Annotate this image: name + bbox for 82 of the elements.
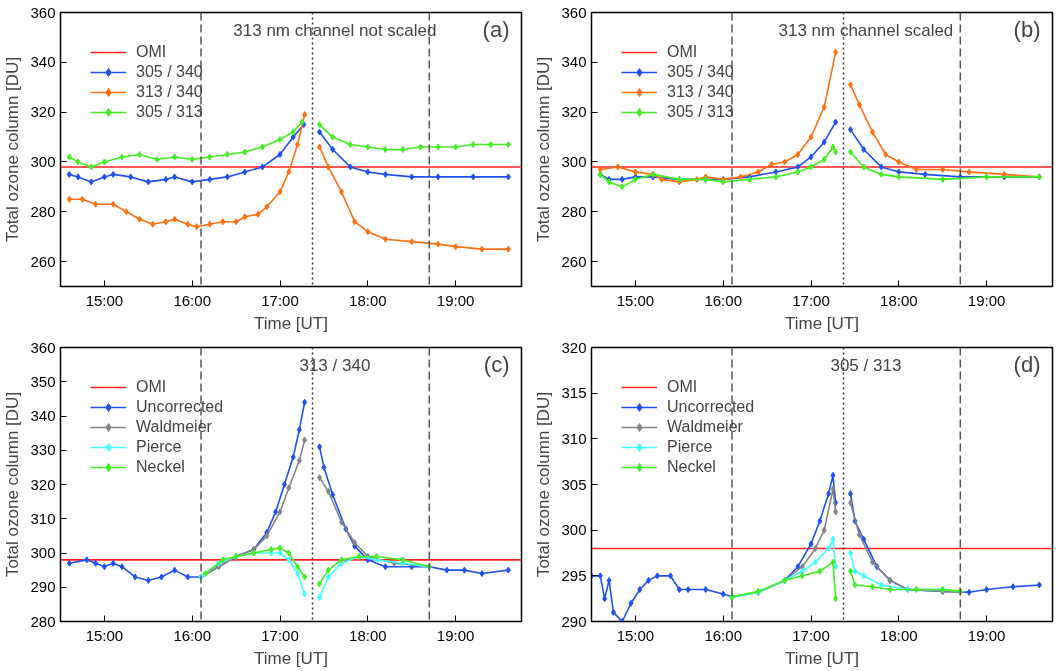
x-tick-label: 18:00 [880, 626, 918, 644]
y-tick-label: 315 [561, 384, 587, 402]
legend-label: 305 / 340 [667, 63, 734, 81]
y-tick-label: 300 [30, 544, 56, 561]
legend-label: OMI [136, 43, 167, 61]
y-tick-label: 260 [30, 252, 56, 270]
y-tick-label: 340 [30, 407, 56, 424]
x-tick-label: 16:00 [704, 626, 742, 644]
annotation: (b) [1013, 16, 1041, 42]
x-axis-title: Time [UT] [785, 648, 859, 668]
legend-label: Waldmeier [667, 418, 743, 436]
y-tick-label: 320 [561, 338, 587, 356]
x-axis-title: Time [UT] [254, 648, 328, 668]
legend-label: OMI [667, 43, 698, 61]
x-tick-label: 18:00 [880, 291, 918, 309]
y-axis-title: Total ozone column [DU] [534, 56, 554, 243]
legend-label: 305 / 340 [136, 63, 203, 81]
y-tick-label: 360 [30, 3, 56, 21]
legend-label: 305 / 313 [136, 103, 203, 121]
x-tick-label: 15:00 [616, 291, 655, 309]
x-tick-label: 18:00 [349, 626, 387, 644]
y-tick-label: 295 [561, 566, 587, 584]
y-tick-label: 290 [561, 612, 587, 630]
y-tick-label: 330 [30, 441, 56, 459]
legend-label: Neckel [667, 458, 716, 476]
y-axis-title: Total ozone column [DU] [3, 391, 23, 578]
y-tick-label: 320 [30, 103, 56, 121]
legend-label: Uncorrected [136, 398, 224, 416]
x-tick-label: 17:00 [792, 291, 830, 309]
y-tick-label: 280 [30, 202, 56, 220]
y-tick-label: 340 [561, 53, 587, 71]
x-tick-label: 19:00 [436, 291, 475, 309]
text: 313 nm channel scaled [778, 20, 954, 40]
x-tick-label: 16:00 [704, 291, 742, 309]
x-tick-label: 19:00 [436, 626, 475, 644]
legend-label: Neckel [136, 458, 185, 476]
x-axis-title: Time [UT] [254, 313, 328, 333]
y-tick-label: 300 [561, 521, 587, 539]
annotation: (c) [483, 351, 510, 377]
x-tick-label: 16:00 [173, 626, 211, 644]
y-tick-label: 350 [30, 372, 56, 390]
y-tick-label: 320 [561, 103, 587, 121]
y-tick-label: 305 [561, 475, 587, 493]
x-tick-label: 19:00 [967, 626, 1006, 644]
x-tick-label: 15:00 [85, 626, 124, 644]
y-tick-label: 360 [561, 3, 587, 21]
y-tick-label: 300 [561, 152, 587, 170]
y-tick-label: 310 [561, 429, 587, 447]
legend-label: Waldmeier [136, 418, 212, 436]
y-tick-label: 310 [30, 509, 56, 527]
y-axis-title: Total ozone column [DU] [3, 56, 23, 243]
x-tick-label: 15:00 [616, 626, 655, 644]
y-tick-label: 280 [30, 612, 56, 630]
x-tick-label: 15:00 [85, 291, 124, 309]
y-tick-label: 280 [561, 202, 587, 220]
x-tick-label: 17:00 [261, 626, 299, 644]
y-tick-label: 320 [30, 475, 56, 493]
y-tick-label: 300 [30, 152, 56, 170]
legend-label: 305 / 313 [667, 103, 734, 121]
legend-label: 313 / 340 [667, 83, 734, 101]
x-tick-label: 17:00 [792, 626, 830, 644]
legend-label: 313 / 340 [136, 83, 203, 101]
x-tick-label: 17:00 [261, 291, 299, 309]
legend-label: Pierce [136, 438, 182, 456]
annotation: (d) [1013, 351, 1041, 377]
text: 305 / 313 [830, 355, 902, 375]
x-tick-label: 18:00 [349, 291, 387, 309]
y-tick-label: 260 [561, 252, 587, 270]
x-tick-label: 19:00 [967, 291, 1006, 309]
text: 313 nm channel not scaled [233, 20, 437, 40]
y-tick-label: 290 [30, 578, 56, 596]
legend-label: Uncorrected [667, 398, 755, 416]
y-tick-label: 340 [30, 53, 56, 71]
legend-label: Pierce [667, 438, 713, 456]
text: 313 / 340 [299, 355, 371, 375]
legend-label: OMI [136, 378, 167, 396]
x-axis-title: Time [UT] [785, 313, 859, 333]
annotation: (a) [482, 16, 510, 42]
y-tick-label: 360 [30, 338, 56, 356]
legend-label: OMI [667, 378, 698, 396]
y-axis-title: Total ozone column [DU] [534, 391, 554, 578]
x-tick-label: 16:00 [173, 291, 211, 309]
